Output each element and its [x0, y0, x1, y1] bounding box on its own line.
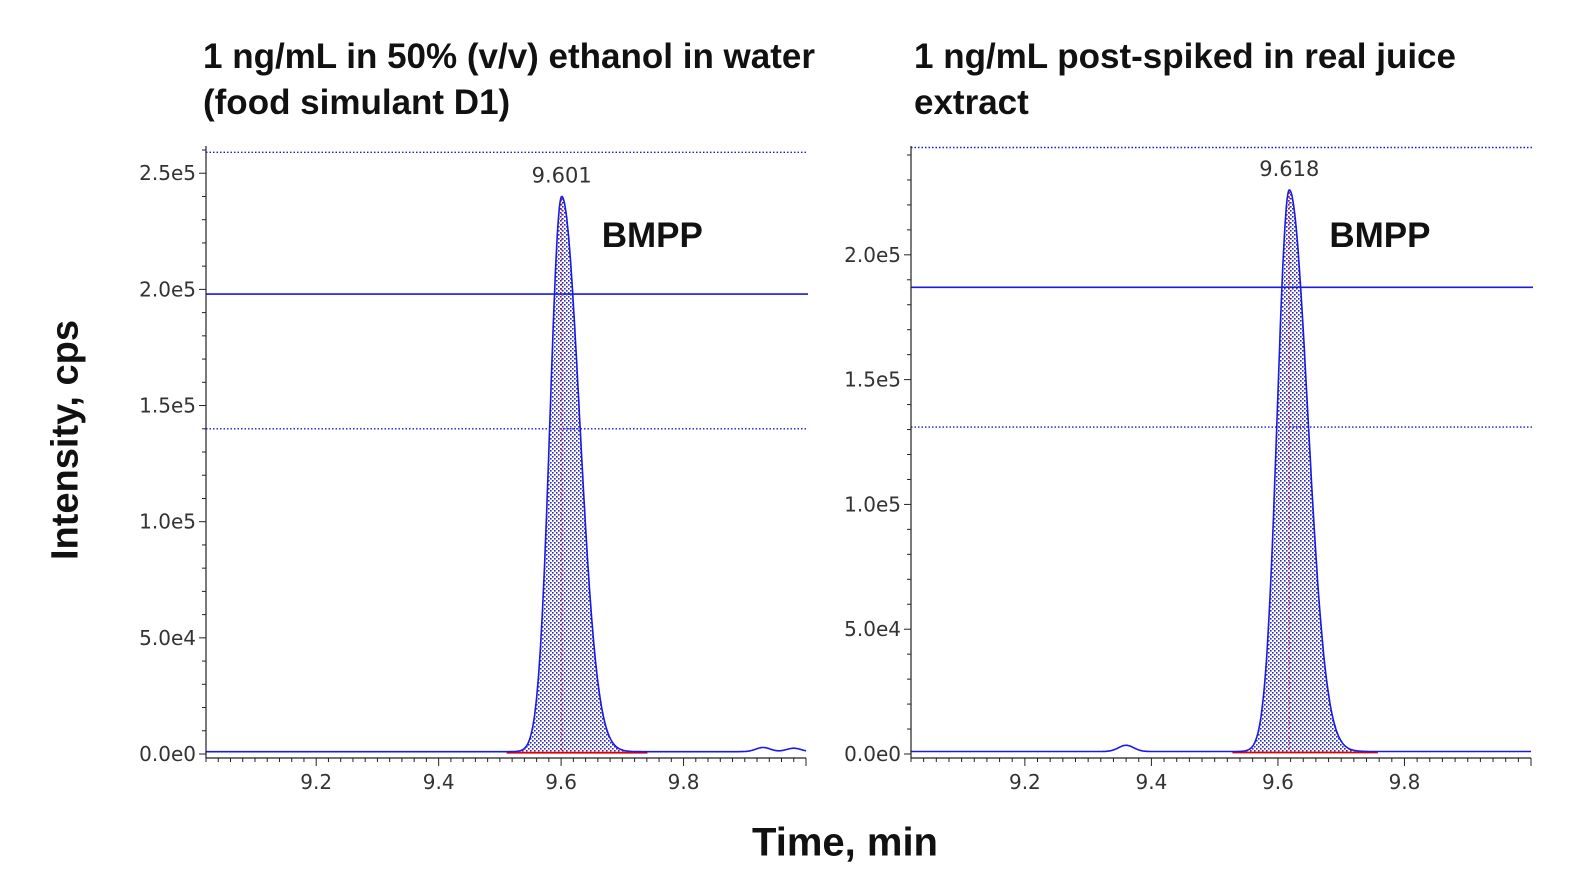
plot-title-right: 1 ng/mL post-spiked in real juice extrac…	[914, 37, 1456, 122]
x-tick-label: 9.2	[300, 770, 332, 794]
x-axis-label: Time, min	[752, 820, 938, 865]
y-tick-label: 5.0e4	[139, 626, 196, 650]
x-tick-label: 9.8	[668, 770, 700, 794]
y-tick-label: 2.0e5	[139, 277, 196, 301]
y-tick-label: 1.0e5	[139, 510, 196, 534]
x-tick-label: 9.4	[423, 770, 455, 794]
plot-title-left: 1 ng/mL in 50% (v/v) ethanol in water (f…	[203, 37, 815, 122]
x-tick-label: 9.6	[545, 770, 577, 794]
chromatogram-trace	[205, 195, 807, 753]
integrated-peak-area	[506, 196, 648, 752]
y-tick-label: 0.0e0	[139, 742, 196, 766]
y-tick-label: 1.5e5	[139, 394, 196, 418]
peak-rt-label: 9.601	[532, 163, 592, 187]
compound-label: BMPP	[602, 216, 703, 255]
y-tick-label: 2.5e5	[139, 161, 196, 185]
